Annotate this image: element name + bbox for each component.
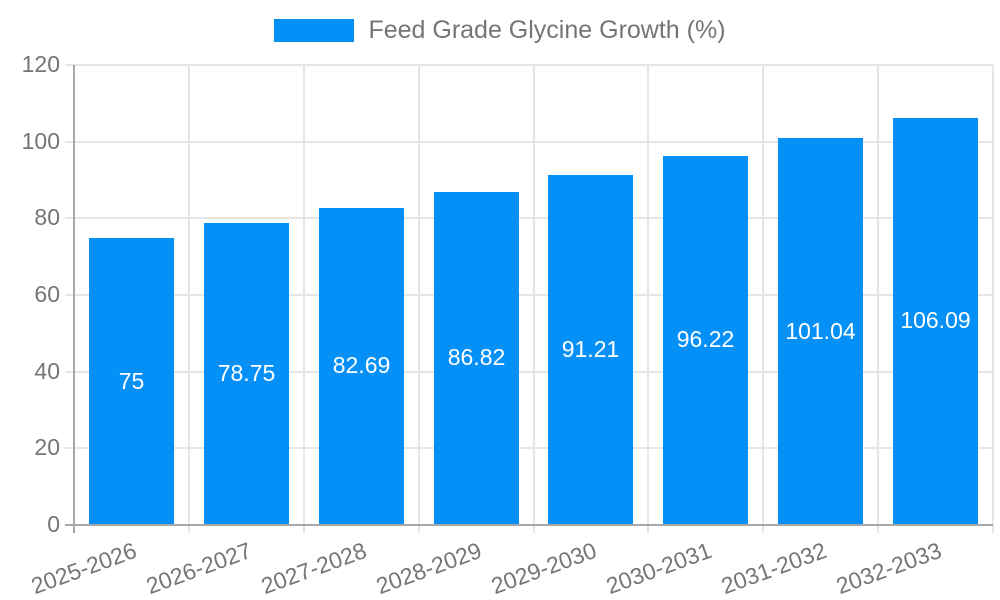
x-axis-line (65, 524, 993, 526)
y-gridline (65, 370, 993, 373)
bar: 78.75 (204, 223, 289, 525)
bar: 86.82 (434, 192, 519, 525)
x-gridline (532, 65, 535, 533)
bar: 106.09 (893, 118, 978, 525)
y-axis-label: 40 (34, 358, 60, 384)
bar-value-label: 82.69 (332, 352, 391, 378)
y-axis-label: 120 (21, 51, 60, 77)
y-gridline (65, 64, 993, 66)
legend-label: Feed Grade Glycine Growth (%) (368, 16, 726, 44)
x-gridline (762, 65, 765, 533)
bar-value-label: 78.75 (217, 360, 276, 386)
x-gridline (417, 65, 420, 533)
x-gridline (992, 65, 994, 533)
y-axis-label: 60 (34, 281, 60, 307)
y-gridline (65, 447, 993, 450)
bar: 75 (89, 238, 174, 526)
legend: Feed Grade Glycine Growth (%) (0, 16, 1000, 45)
bar: 96.22 (663, 156, 748, 525)
bar-value-label: 75 (118, 368, 145, 394)
bar-value-label: 101.04 (785, 318, 856, 344)
bar: 91.21 (548, 175, 633, 525)
y-gridline (65, 140, 993, 143)
y-axis-line (73, 65, 75, 533)
bar-value-label: 96.22 (676, 326, 735, 352)
x-gridline (302, 65, 305, 533)
bar: 82.69 (319, 208, 404, 525)
x-gridline (647, 65, 650, 533)
x-gridline (877, 65, 880, 533)
bar-value-label: 86.82 (447, 344, 506, 370)
y-axis-label: 100 (21, 128, 60, 154)
x-gridline (187, 65, 190, 533)
y-axis-label: 20 (34, 434, 60, 460)
y-gridline (65, 294, 993, 296)
bar: 101.04 (778, 138, 863, 525)
y-axis-label: 80 (34, 204, 60, 230)
legend-swatch (274, 19, 355, 42)
bar-value-label: 91.21 (561, 336, 620, 362)
y-axis-label: 0 (47, 511, 60, 537)
bar-value-label: 106.09 (900, 307, 971, 333)
y-gridline (65, 217, 993, 220)
